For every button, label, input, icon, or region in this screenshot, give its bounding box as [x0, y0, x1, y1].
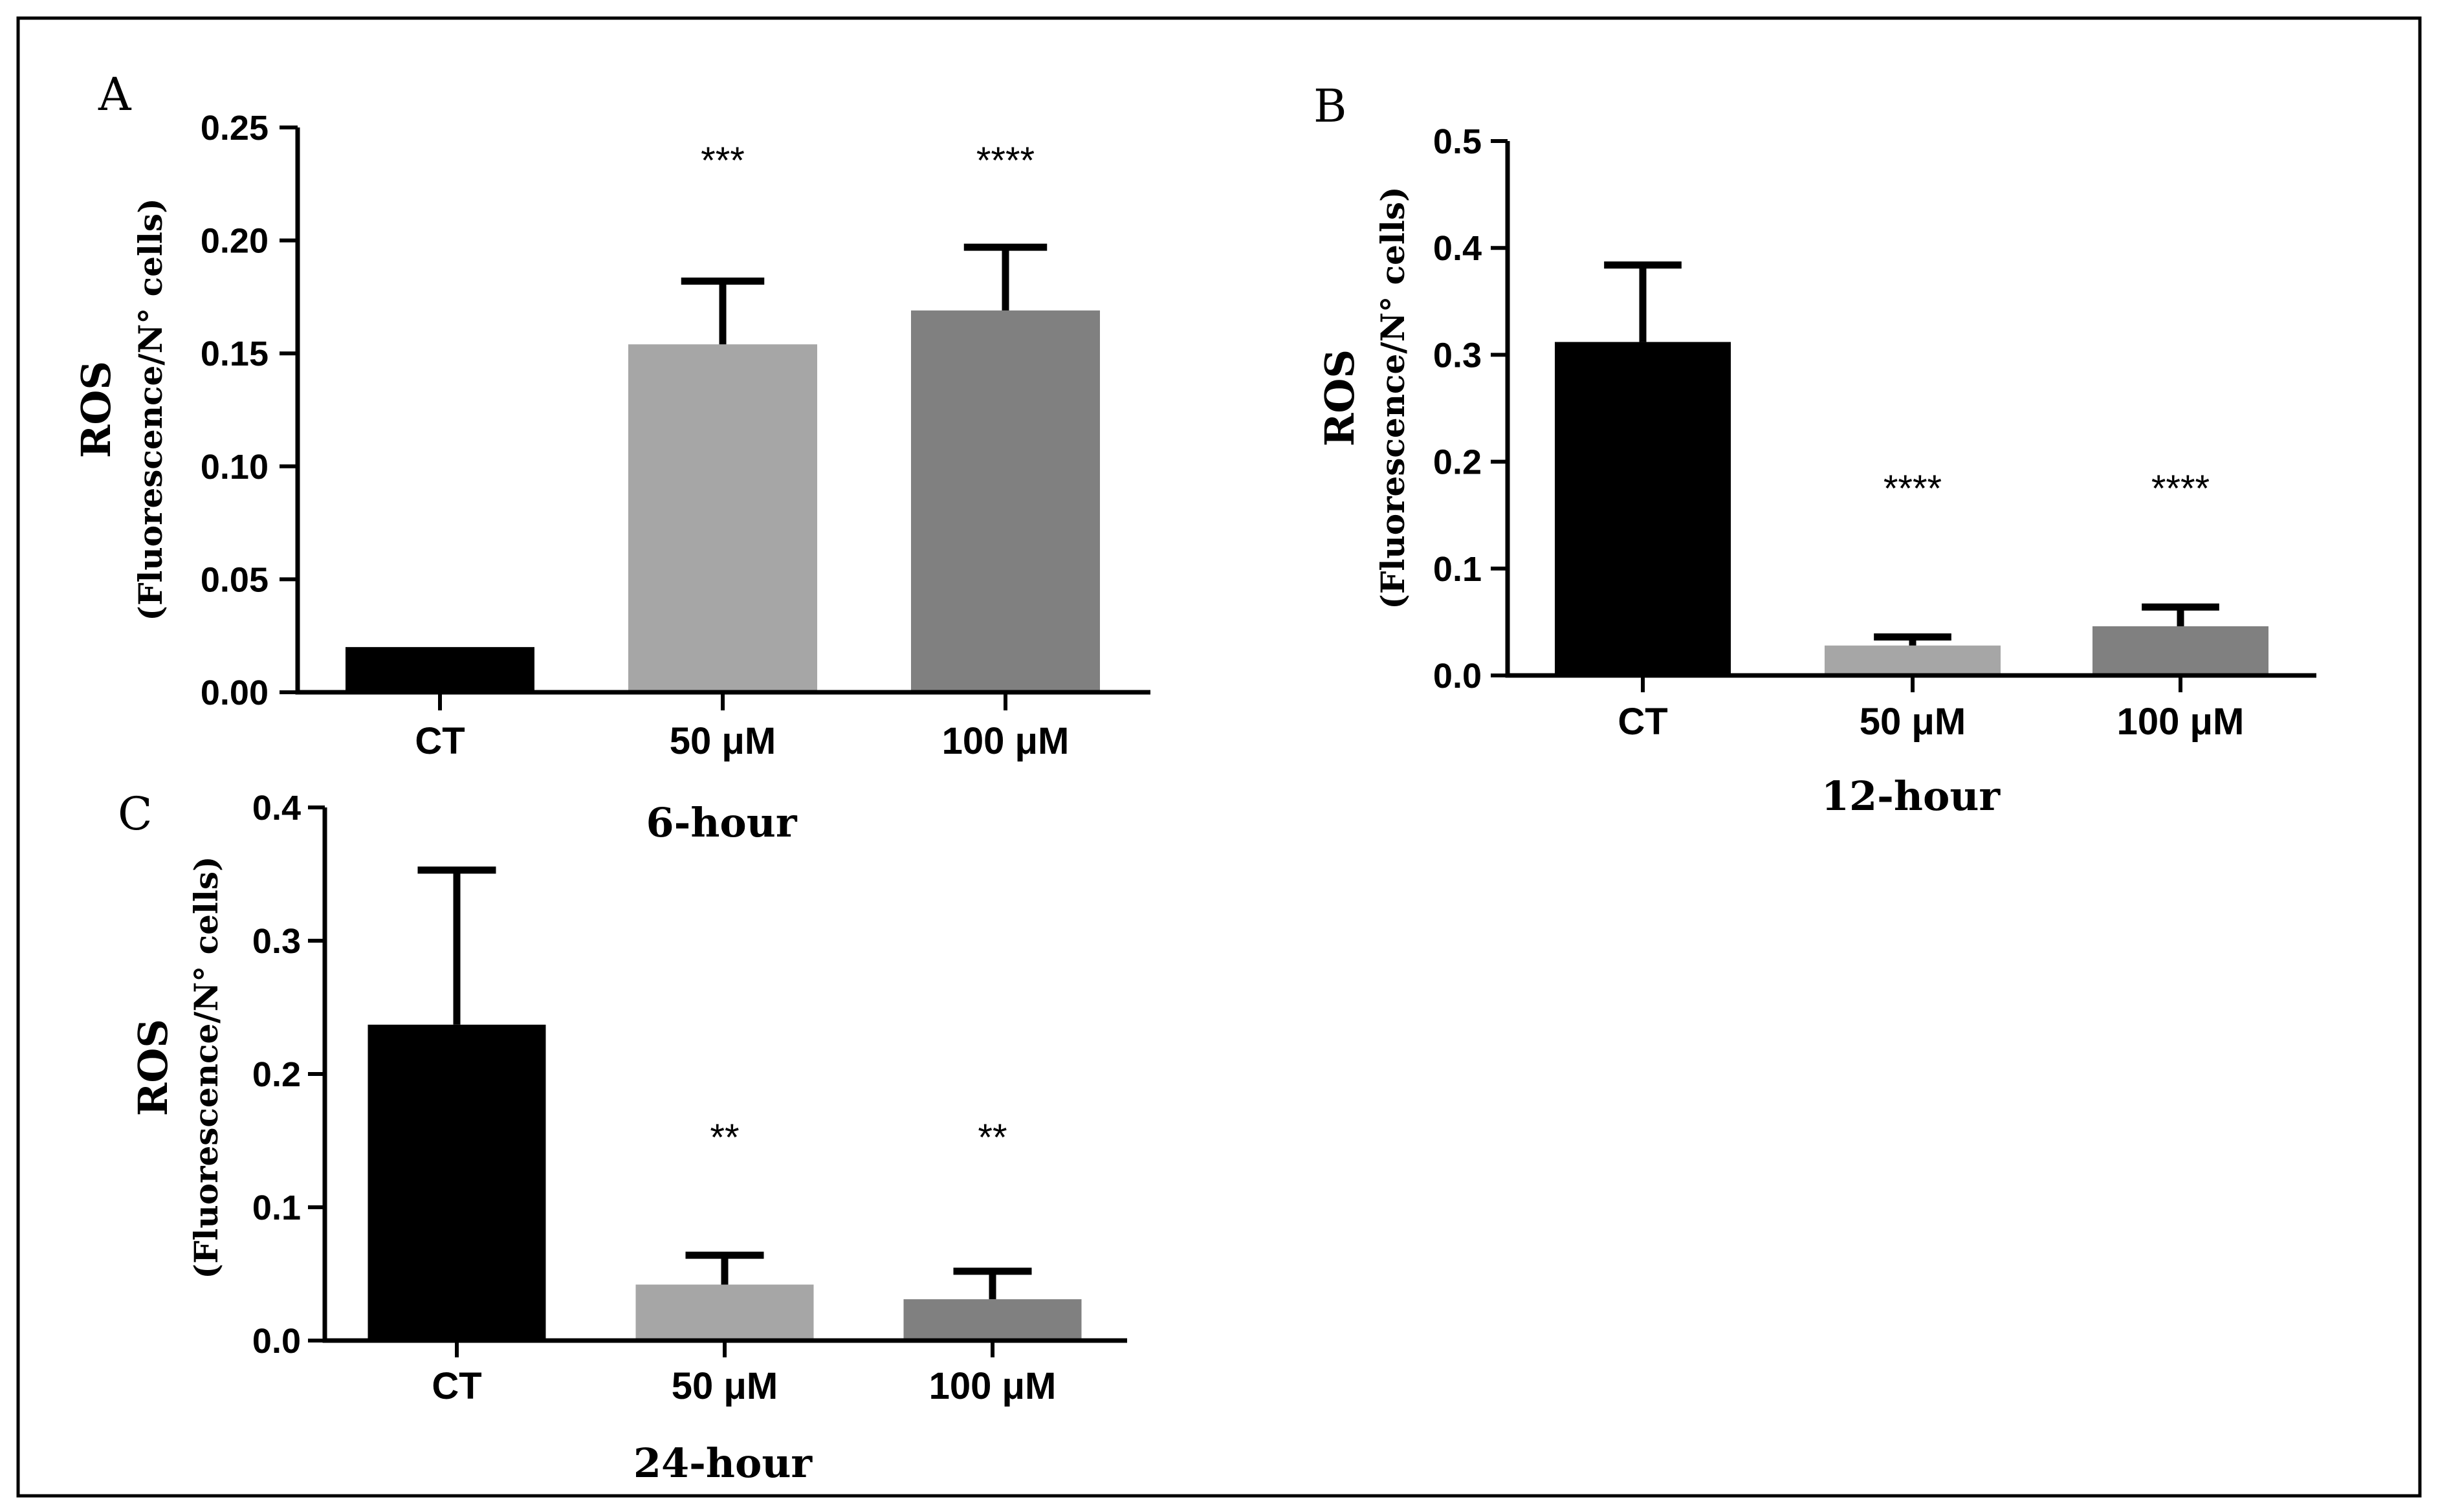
- bar-1: [1825, 645, 2001, 675]
- significance-marker-1: ****: [1883, 468, 1942, 510]
- x-category-label-0: CT: [415, 720, 465, 762]
- bar-2: [911, 310, 1100, 692]
- y-tick-label: 0.3: [252, 922, 301, 961]
- panel-B: B 0.0 0.1 0.2 0.3 0.4 0.5 CT **** 50 μM **** 100 μM…: [1313, 80, 2316, 820]
- error-bar-1: [681, 277, 765, 345]
- axes: [295, 127, 1150, 695]
- y-tick-label: 0.5: [1433, 122, 1482, 161]
- y-tick-label: 0.4: [252, 789, 301, 827]
- y-tick-label: 0.3: [1433, 336, 1482, 375]
- error-bar-0: [1604, 261, 1682, 342]
- error-bar-2: [2142, 603, 2219, 627]
- significance-marker-2: ****: [976, 140, 1035, 182]
- y-tick-label: 0.0: [252, 1322, 301, 1361]
- error-bar-0: [417, 866, 496, 1025]
- y-tick-label: 0.1: [1433, 550, 1482, 589]
- error-bar-2: [963, 243, 1048, 311]
- y-tick-label: 0.2: [1433, 443, 1482, 482]
- x-category-label-0: CT: [1618, 701, 1667, 743]
- x-category-label-1: 50 μM: [672, 1365, 778, 1407]
- error-bar-1: [1874, 633, 1951, 646]
- x-category-label-2: 100 μM: [2117, 701, 2245, 743]
- panel-letter-B: B: [1313, 80, 1346, 133]
- y-tick-label: 0.2: [252, 1055, 301, 1094]
- bar-0: [1555, 342, 1731, 675]
- y-tick-label: 0.25: [201, 109, 269, 148]
- x-category-label-1: 50 μM: [1860, 701, 1966, 743]
- panel-A: A 0.00 0.05 0.10 0.15 0.20 0.25 CT *** 50 μM **** 1…: [72, 68, 1150, 846]
- y-tick-label: 0.15: [201, 334, 269, 373]
- significance-marker-2: ****: [2151, 468, 2210, 510]
- axes: [322, 807, 1127, 1343]
- figure-frame: [16, 16, 2422, 1498]
- significance-marker-2: **: [978, 1117, 1007, 1159]
- x-category-label-2: 100 μM: [942, 720, 1070, 762]
- y-tick-label: 0.20: [201, 222, 269, 261]
- y-axis-title: ROS: [72, 361, 120, 458]
- y-axis-subtitle: (Fluorescence/N° cells): [1374, 186, 1412, 609]
- panel-title: 24-hour: [633, 1440, 813, 1487]
- bar-1: [628, 344, 817, 692]
- bar-0: [368, 1024, 546, 1341]
- panel-letter-A: A: [98, 68, 132, 121]
- y-tick-label: 0.10: [201, 448, 269, 487]
- error-bar-2: [953, 1267, 1032, 1300]
- y-tick-label: 0.00: [201, 674, 269, 712]
- panel-title: 6-hour: [646, 799, 797, 846]
- y-tick-label: 0.05: [201, 560, 269, 599]
- x-category-label-1: 50 μM: [670, 720, 776, 762]
- y-axis-title: ROS: [129, 1019, 177, 1116]
- bar-2: [2092, 626, 2268, 675]
- y-tick-label: 0.0: [1433, 657, 1482, 696]
- significance-marker-1: **: [710, 1117, 739, 1159]
- x-category-label-2: 100 μM: [929, 1365, 1057, 1407]
- significance-marker-1: ***: [701, 140, 745, 182]
- y-tick-label: 0.1: [252, 1189, 301, 1227]
- y-axis-subtitle: (Fluorescence/N° cells): [187, 856, 225, 1278]
- y-tick-label: 0.4: [1433, 229, 1482, 268]
- panel-C: C 0.0 0.1 0.2 0.3 0.4 CT ** 50 μM ** 100 μM ROS (Flu…: [118, 787, 1127, 1487]
- bar-1: [635, 1284, 814, 1341]
- panel-title: 12-hour: [1821, 772, 2001, 820]
- y-axis-subtitle: (Fluorescence/N° cells): [131, 198, 170, 620]
- x-category-label-0: CT: [432, 1365, 481, 1407]
- panel-letter-C: C: [118, 787, 153, 840]
- y-axis-title: ROS: [1316, 349, 1363, 446]
- bar-0: [346, 647, 534, 692]
- bar-2: [903, 1299, 1082, 1341]
- axes: [1505, 141, 2316, 678]
- error-bar-1: [685, 1251, 764, 1285]
